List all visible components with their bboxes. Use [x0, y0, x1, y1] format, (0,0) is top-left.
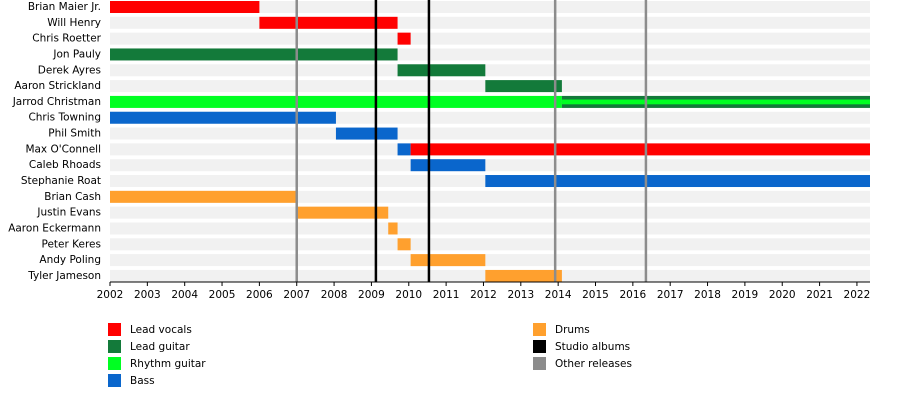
legend-swatch: [533, 340, 546, 353]
legend-label: Other releases: [555, 358, 632, 370]
x-tick-label: 2011: [433, 289, 460, 301]
x-tick-label: 2012: [470, 289, 497, 301]
member-name: Jarrod Christman: [12, 96, 101, 108]
member-name: Brian Maier Jr.: [28, 1, 101, 13]
x-tick-label: 2020: [769, 289, 796, 301]
member-name: Peter Keres: [42, 238, 102, 250]
member-bar: [110, 111, 336, 124]
row-stripe: [110, 159, 870, 172]
legend-swatch: [108, 340, 121, 353]
member-name: Phil Smith: [48, 128, 101, 140]
x-tick-label: 2008: [321, 289, 348, 301]
x-tick-label: 2016: [619, 289, 646, 301]
member-name: Justin Evans: [36, 207, 101, 219]
x-tick-label: 2017: [657, 289, 684, 301]
x-tick-label: 2003: [134, 289, 161, 301]
member-bar: [110, 190, 297, 203]
x-tick-label: 2021: [806, 289, 833, 301]
legend-label: Lead guitar: [130, 341, 190, 353]
member-bar: [397, 238, 411, 251]
member-bar: [410, 254, 486, 267]
x-tick-label: 2006: [246, 289, 273, 301]
legend-swatch: [533, 357, 546, 370]
member-bar: [335, 127, 398, 140]
x-tick-label: 2010: [395, 289, 422, 301]
member-name: Tyler Jameson: [27, 270, 101, 282]
row-stripe: [110, 1, 870, 13]
row-stripe: [110, 32, 870, 45]
member-name: Jon Pauly: [52, 48, 101, 60]
member-name: Stephanie Roat: [21, 175, 101, 187]
row-stripe: [110, 222, 870, 235]
legend-label: Rhythm guitar: [130, 358, 206, 370]
x-tick-label: 2014: [545, 289, 572, 301]
x-tick-label: 2002: [97, 289, 124, 301]
x-tick-label: 2009: [358, 289, 385, 301]
legend-label: Drums: [555, 324, 590, 336]
member-bar: [388, 222, 398, 235]
row-stripe: [110, 64, 870, 77]
member-bar: [485, 269, 562, 282]
legend-label: Lead vocals: [130, 324, 192, 336]
row-stripe: [110, 190, 870, 203]
legend-swatch: [533, 323, 546, 336]
member-name: Derek Ayres: [38, 64, 101, 76]
legend-swatch: [108, 374, 121, 387]
x-tick-label: 2004: [171, 289, 198, 301]
x-tick-label: 2013: [507, 289, 534, 301]
member-bar: [296, 206, 389, 219]
legend-swatch: [108, 323, 121, 336]
member-bar: [110, 1, 260, 13]
member-name: Brian Cash: [44, 191, 101, 203]
legend-label: Bass: [130, 375, 155, 387]
member-bar: [561, 99, 870, 105]
member-name: Aaron Strickland: [14, 80, 101, 92]
row-stripe: [110, 206, 870, 219]
x-tick-label: 2018: [694, 289, 721, 301]
member-bar: [410, 143, 870, 156]
x-tick-label: 2022: [844, 289, 871, 301]
member-bar: [110, 95, 562, 108]
x-tick-label: 2005: [209, 289, 236, 301]
member-name: Max O'Connell: [25, 143, 101, 155]
row-stripe: [110, 254, 870, 267]
member-name: Aaron Eckermann: [8, 222, 101, 234]
member-bar: [259, 16, 398, 29]
member-name: Will Henry: [47, 17, 101, 29]
member-name: Chris Towning: [28, 112, 101, 124]
x-tick-label: 2015: [582, 289, 609, 301]
member-bar: [110, 48, 398, 61]
row-stripe: [110, 238, 870, 251]
member-bar: [397, 64, 486, 77]
member-bar: [485, 175, 870, 188]
member-name: Caleb Rhoads: [29, 159, 101, 171]
member-name: Andy Poling: [39, 254, 101, 266]
legend-label: Studio albums: [555, 341, 630, 353]
x-tick-label: 2007: [283, 289, 310, 301]
member-bar: [397, 143, 411, 156]
x-tick-label: 2019: [732, 289, 759, 301]
member-name: Chris Roetter: [32, 33, 101, 45]
legend-swatch: [108, 357, 121, 370]
member-bar: [397, 32, 411, 45]
row-stripe: [110, 16, 870, 29]
member-bar: [485, 80, 562, 93]
row-stripe: [110, 127, 870, 140]
member-bar: [410, 159, 486, 172]
